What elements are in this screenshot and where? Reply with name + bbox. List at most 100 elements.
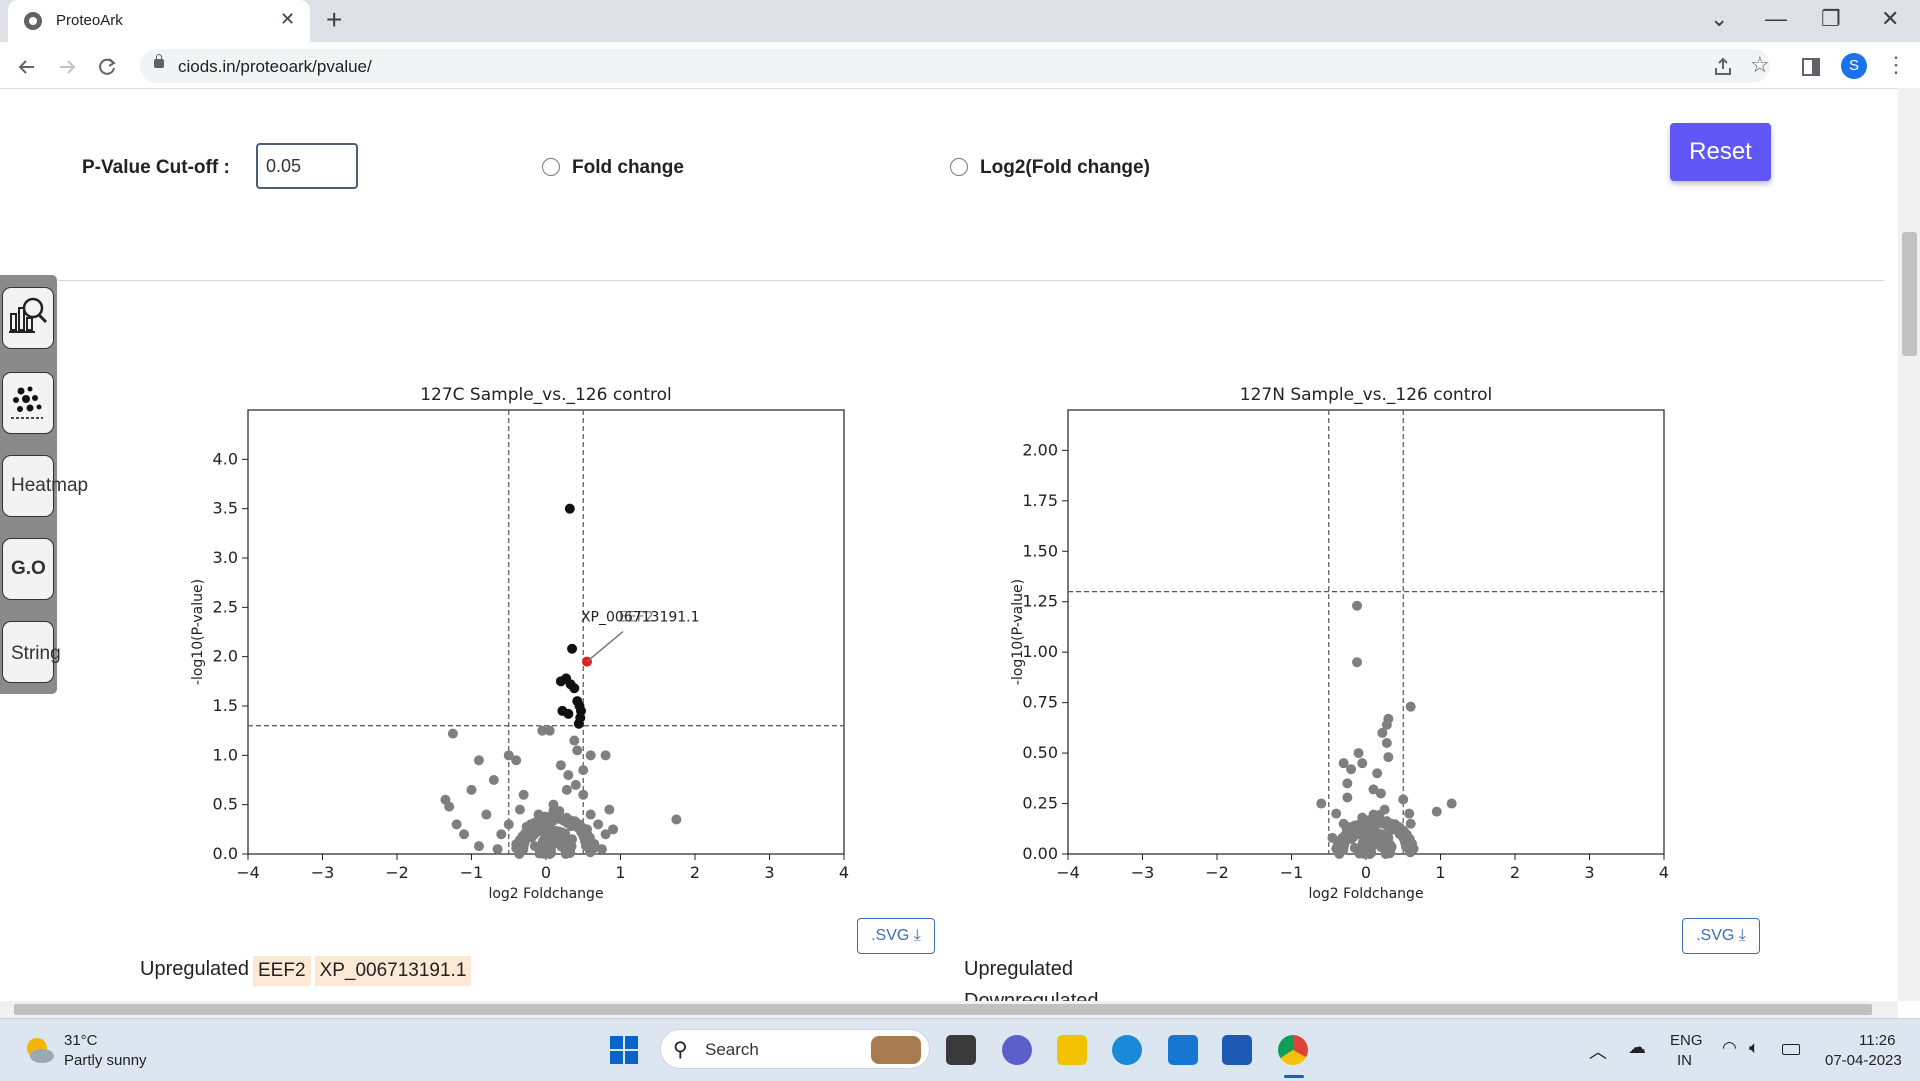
weather-desc[interactable]: Partly sunny (64, 1052, 147, 1069)
data-point-gray (530, 821, 541, 832)
x-tick-label: −3 (1131, 863, 1155, 882)
export-svg-label: .SVG (871, 927, 910, 944)
language-top[interactable]: ENG (1670, 1032, 1703, 1049)
maximize-button[interactable]: ❐ (1821, 6, 1841, 31)
pvalue-input[interactable] (256, 143, 358, 189)
chrome-icon[interactable] (1278, 1035, 1308, 1065)
data-point-gray (600, 829, 611, 840)
tab-title: ProteoArk (56, 12, 123, 29)
data-point-gray (1400, 841, 1411, 852)
divider (58, 280, 1884, 281)
battery-icon[interactable] (1782, 1044, 1800, 1055)
data-point-gray (578, 765, 589, 776)
x-axis-label: log2 Foldchange (1308, 886, 1423, 902)
x-tick-label: 0 (1361, 863, 1371, 882)
data-point-gray (518, 789, 529, 800)
gene-tag: EEF2 (253, 956, 311, 986)
reset-button[interactable]: Reset (1670, 123, 1771, 181)
windows-start-icon[interactable] (610, 1036, 638, 1064)
taskbar-search[interactable]: ⚲ Search (660, 1029, 930, 1069)
log2-fold-change-label: Log2(Fold change) (980, 157, 1150, 178)
data-point-gray (570, 816, 581, 827)
export-svg-label: .SVG (1696, 927, 1735, 944)
data-point-gray (1346, 764, 1357, 775)
sidebar-item-heatmap[interactable]: Heatmap (2, 455, 88, 517)
volume-icon[interactable]: 🔈︎ (1749, 1038, 1760, 1057)
log2-fold-change-radio[interactable] (950, 158, 968, 176)
chevron-up-icon[interactable]: ︿ (1589, 1042, 1607, 1062)
sidebar-item-string[interactable]: String (2, 621, 61, 683)
menu-kebab-icon[interactable]: ⋮ (1885, 52, 1907, 77)
data-point-gray (544, 848, 555, 859)
data-point-gray (593, 819, 604, 830)
data-point-gray (1352, 657, 1363, 668)
y-tick-label: 2.00 (1022, 440, 1058, 459)
data-point-gray (671, 814, 682, 825)
omnibox[interactable]: ciods.in/proteoark/pvalue/ (140, 49, 1770, 83)
new-tab-button[interactable]: + (326, 4, 343, 35)
data-point-gray (1352, 600, 1363, 611)
sidebar-item-go[interactable]: G.O (2, 538, 54, 600)
x-tick-label: 4 (839, 863, 849, 882)
data-point-gray (1368, 809, 1379, 820)
gene-tag: XP_006713191.1 (314, 956, 472, 986)
volcano-plot-127c: 127C Sample_vs._126 control −4 −3 −2 −1 0 1 2 3 4… (190, 385, 849, 902)
close-tab-icon[interactable]: ✕ (280, 9, 296, 29)
tab-search-icon[interactable]: ⌄ (1710, 6, 1729, 31)
horizontal-scroll-thumb[interactable] (14, 1004, 1872, 1015)
data-point-significant (567, 643, 578, 654)
export-svg-button-127c[interactable]: .SVG ⤓ (857, 918, 935, 954)
x-tick-label: 2 (690, 863, 700, 882)
data-point-gray (1390, 819, 1401, 830)
data-point-gray (503, 750, 514, 761)
reload-icon[interactable] (96, 56, 118, 78)
onedrive-cloud-icon[interactable]: ☁ (1628, 1037, 1646, 1057)
tab-strip (0, 0, 1920, 42)
data-point-significant (563, 708, 574, 719)
weather-temp[interactable]: 31°C (64, 1032, 98, 1049)
data-point-gray (1358, 829, 1369, 840)
sidebar-item-label: G.O (11, 558, 46, 579)
file-explorer-icon[interactable] (1057, 1035, 1087, 1065)
vertical-scrollbar[interactable] (1898, 88, 1920, 1001)
lock-icon (154, 54, 164, 68)
edge-browser-icon[interactable] (1112, 1035, 1142, 1065)
data-point-gray (604, 804, 615, 815)
share-icon[interactable] (1712, 56, 1734, 78)
x-tick-label: −2 (385, 863, 409, 882)
minimize-button[interactable]: — (1765, 6, 1787, 31)
clock-time[interactable]: 11:26 (1859, 1032, 1896, 1049)
data-point-gray (1363, 840, 1374, 851)
arrow-right-icon[interactable] (56, 56, 78, 78)
browser-tab[interactable]: ProteoArk ✕ (8, 0, 310, 42)
fold-change-label: Fold change (572, 157, 684, 178)
vertical-scroll-thumb[interactable] (1902, 232, 1917, 356)
annotation-arrow (586, 631, 624, 663)
teams-chat-icon[interactable] (1002, 1035, 1032, 1065)
language-bottom[interactable]: IN (1677, 1052, 1692, 1069)
wifi-icon[interactable]: ◠ (1722, 1038, 1737, 1057)
data-point-gray (1367, 819, 1378, 830)
word-icon[interactable] (1222, 1035, 1252, 1065)
weather-sun-icon[interactable] (22, 1033, 56, 1067)
x-tick-label: 1 (1435, 863, 1445, 882)
fold-change-radio[interactable] (542, 158, 560, 176)
side-panel-icon[interactable] (1800, 56, 1822, 78)
profile-avatar[interactable]: S (1841, 53, 1867, 79)
export-svg-button-127n[interactable]: .SVG ⤓ (1682, 918, 1760, 954)
close-window-button[interactable]: ✕ (1881, 6, 1900, 31)
download-icon: ⤓ (913, 927, 921, 944)
sidebar-item-scatter[interactable] (2, 372, 54, 434)
data-point-gray (1357, 758, 1368, 769)
clock-date[interactable]: 07-04-2023 (1825, 1052, 1902, 1069)
sidebar-item-analysis[interactable] (2, 287, 54, 349)
x-tick-label: −1 (460, 863, 484, 882)
data-point-gray (544, 725, 555, 736)
task-view-icon[interactable] (946, 1035, 976, 1065)
url-text: ciods.in/proteoark/pvalue/ (178, 57, 372, 76)
y-tick-label: 3.0 (213, 548, 238, 567)
data-point-gray (1381, 738, 1392, 748)
mail-icon[interactable] (1168, 1035, 1198, 1065)
arrow-left-icon[interactable] (16, 56, 38, 78)
bookmark-star-icon[interactable]: ☆ (1750, 52, 1770, 77)
